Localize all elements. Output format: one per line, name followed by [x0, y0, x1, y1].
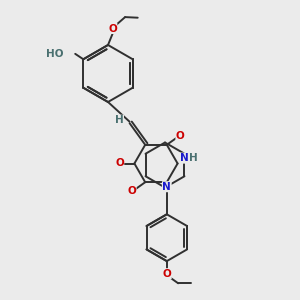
- Text: N: N: [162, 182, 171, 192]
- Text: O: O: [108, 23, 117, 34]
- Text: O: O: [127, 186, 136, 196]
- Text: HO: HO: [46, 49, 64, 59]
- Text: O: O: [115, 158, 124, 169]
- Text: O: O: [176, 131, 185, 141]
- Text: O: O: [162, 269, 171, 279]
- Text: N: N: [180, 153, 189, 163]
- Text: H: H: [115, 115, 124, 125]
- Text: H: H: [189, 153, 198, 163]
